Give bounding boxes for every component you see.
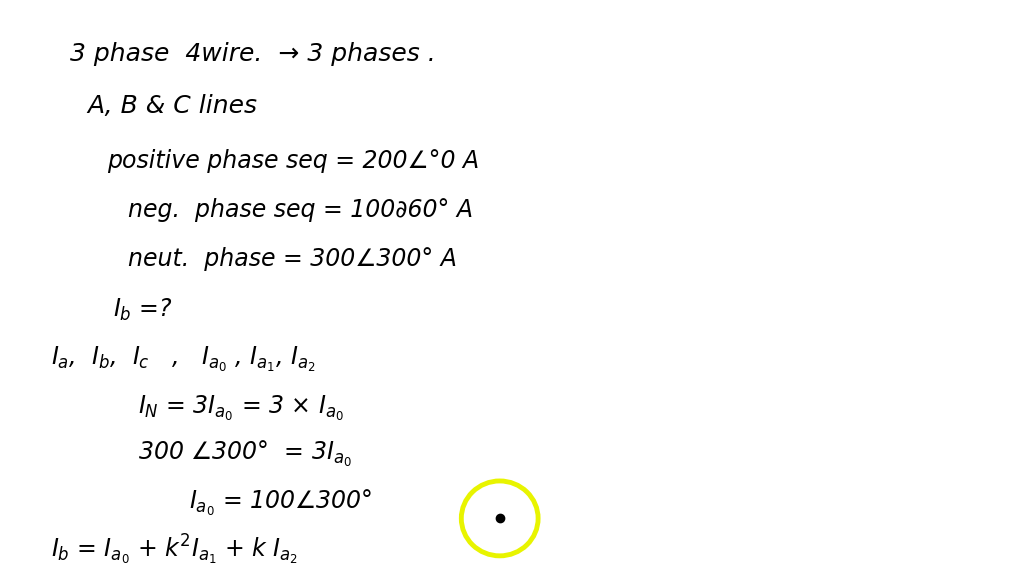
Text: A, B & C lines: A, B & C lines [87, 94, 257, 118]
Text: 300 ∠300°  = 3$I_{a_0}$: 300 ∠300° = 3$I_{a_0}$ [138, 439, 352, 469]
Text: $I_a$,  $I_b$,  $I_c$   ,   $I_{a_0}$ , $I_{a_1}$, $I_{a_2}$: $I_a$, $I_b$, $I_c$ , $I_{a_0}$ , $I_{a_… [51, 345, 315, 374]
Text: neg.  phase seq = 100∂60° A: neg. phase seq = 100∂60° A [128, 198, 473, 222]
Text: $I_{a_0}$ = 100∠300°: $I_{a_0}$ = 100∠300° [189, 488, 373, 518]
Text: neut.  phase = 300∠300° A: neut. phase = 300∠300° A [128, 247, 457, 271]
Text: $I_N$ = 3$I_{a_0}$ = 3 × $I_{a_0}$: $I_N$ = 3$I_{a_0}$ = 3 × $I_{a_0}$ [138, 394, 344, 423]
Text: 3 phase  4wire.  → 3 phases .: 3 phase 4wire. → 3 phases . [70, 42, 435, 66]
Text: $I_b$ =?: $I_b$ =? [113, 297, 172, 323]
Text: positive phase seq = 200∠°0 A: positive phase seq = 200∠°0 A [108, 149, 479, 173]
Text: $I_b$ = $I_{a_0}$ + $k^2$$I_{a_1}$ + $k$ $I_{a_2}$: $I_b$ = $I_{a_0}$ + $k^2$$I_{a_1}$ + $k$… [51, 533, 298, 567]
